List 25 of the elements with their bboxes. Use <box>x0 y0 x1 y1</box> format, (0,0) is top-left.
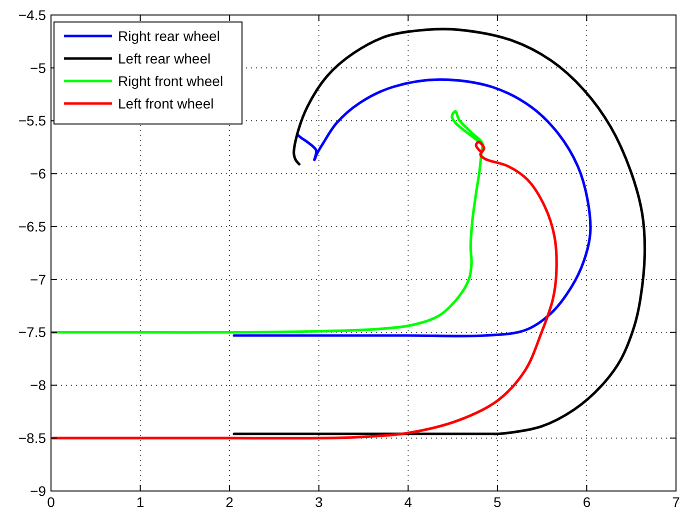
y-tick-label: −5 <box>30 60 46 76</box>
y-tick-label: −7 <box>30 271 46 288</box>
legend-label: Right front wheel <box>118 72 224 89</box>
line-series <box>51 140 558 440</box>
y-tick-label: −8.5 <box>18 430 46 446</box>
line-series <box>232 78 592 338</box>
x-tick-label: 4 <box>404 494 412 510</box>
line-series <box>51 110 484 334</box>
y-tick-label: −5.5 <box>18 112 46 129</box>
x-tick-label: 3 <box>314 494 323 510</box>
legend-label: Left rear wheel <box>118 50 211 66</box>
y-tick-label: −6 <box>30 166 46 182</box>
y-tick-label: −6.5 <box>18 218 46 234</box>
y-tick-label: −4.5 <box>18 6 46 23</box>
y-tick-label: −9 <box>30 482 46 499</box>
legend-label: Left front wheel <box>118 95 214 112</box>
x-tick-label: 7 <box>672 494 680 510</box>
y-tick-label: −7.5 <box>18 324 46 340</box>
x-tick-label: 0 <box>47 494 56 510</box>
x-tick-label: 1 <box>136 494 144 510</box>
x-tick-label: 2 <box>226 494 234 510</box>
y-tick-label: −8 <box>30 377 46 394</box>
legend-label: Right rear wheel <box>118 28 220 44</box>
x-tick-label: 6 <box>582 494 591 510</box>
x-tick-label: 5 <box>494 494 502 510</box>
